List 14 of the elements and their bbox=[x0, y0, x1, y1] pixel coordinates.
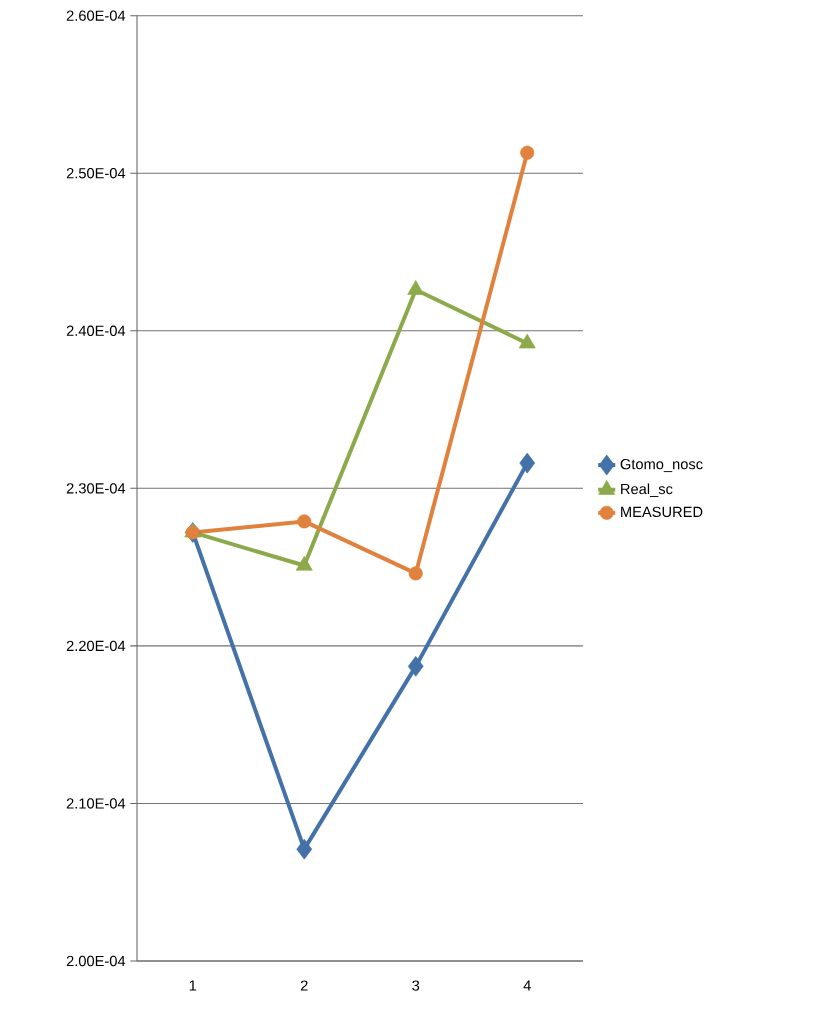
x-tick-label: 4 bbox=[523, 980, 531, 991]
x-tick-label: 2 bbox=[300, 980, 308, 991]
legend-label: Gtomo_nosc bbox=[620, 458, 703, 473]
y-tick-label: 2.00E-04 bbox=[66, 955, 126, 967]
y-tick-label: 2.50E-04 bbox=[66, 168, 126, 179]
y-tick-label: 2.60E-04 bbox=[66, 10, 126, 21]
legend-label: MEASURED bbox=[621, 506, 703, 518]
y-tick-label: 2.30E-04 bbox=[66, 483, 126, 494]
x-tick-label: 1 bbox=[189, 980, 197, 991]
y-tick-label: 2.40E-04 bbox=[66, 325, 126, 336]
legend-label: Real_sc bbox=[621, 483, 673, 497]
y-tick-label: 2.20E-04 bbox=[66, 640, 126, 652]
y-tick-label: 2.10E-04 bbox=[66, 798, 126, 809]
x-tick-label: 3 bbox=[412, 980, 420, 991]
